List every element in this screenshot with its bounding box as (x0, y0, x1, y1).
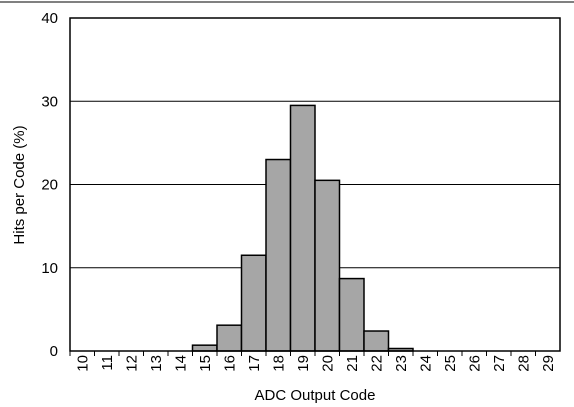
x-tick-label: 17 (246, 355, 263, 372)
bar-16 (216, 324, 243, 352)
x-tick-label: 25 (442, 355, 459, 372)
x-tick-label: 20 (319, 355, 336, 372)
y-tick-label: 0 (50, 343, 58, 360)
x-tick-label: 12 (123, 355, 140, 372)
x-tick-label: 19 (295, 355, 312, 372)
x-tick-label: 16 (221, 355, 238, 372)
x-tick-label: 29 (540, 355, 557, 372)
y-axis-title: Hits per Code (%) (11, 125, 28, 244)
x-tick-label: 23 (393, 355, 410, 372)
bar-21 (338, 277, 365, 352)
y-tick-label: 40 (41, 10, 58, 27)
x-tick-label: 10 (74, 355, 91, 372)
x-tick-label: 14 (172, 355, 189, 372)
x-tick-label: 11 (99, 355, 116, 371)
x-tick-label: 24 (417, 355, 434, 372)
y-tick-label: 10 (41, 260, 58, 277)
x-tick-label: 13 (148, 355, 165, 372)
x-tick-label: 27 (491, 355, 508, 372)
x-tick-label: 18 (270, 355, 287, 372)
x-axis-title: ADC Output Code (255, 387, 376, 404)
y-tick-label: 30 (41, 93, 58, 110)
bar-18 (265, 158, 292, 352)
x-tick-labels: 10 11 12 13 14 15 16 17 18 19 20 21 22 23 24 25 26 27 28 29 (69, 351, 557, 372)
y-tick-labels: 0 10 20 30 40 (41, 10, 58, 360)
x-tick-label: 26 (466, 355, 483, 372)
bar-22 (363, 330, 390, 352)
bar-15 (191, 344, 218, 352)
bar-17 (240, 254, 267, 352)
x-tick-label: 21 (344, 355, 361, 372)
bar-19 (289, 104, 316, 352)
bar-20 (314, 179, 341, 352)
x-tick-label: 28 (515, 355, 532, 372)
x-tick-label: 15 (197, 355, 214, 372)
x-tick-label: 22 (368, 355, 385, 372)
bars-layer (191, 104, 414, 352)
y-tick-label: 20 (41, 177, 58, 194)
